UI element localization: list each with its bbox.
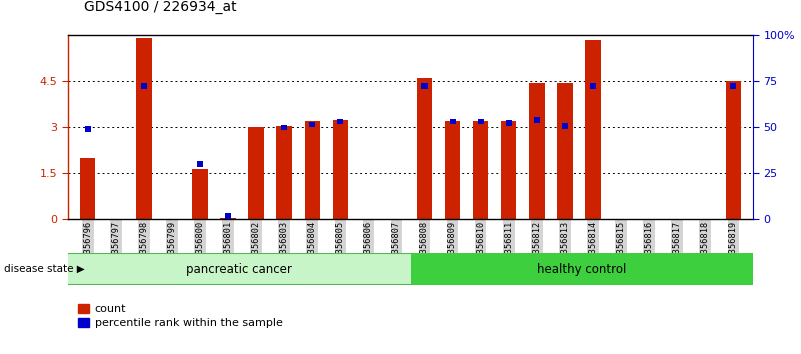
Bar bbox=[337, 119, 344, 124]
Bar bbox=[421, 83, 428, 89]
Bar bbox=[586, 40, 601, 219]
Bar bbox=[332, 120, 348, 219]
Bar bbox=[449, 119, 456, 124]
Bar bbox=[281, 125, 288, 130]
Bar bbox=[731, 83, 736, 89]
Bar bbox=[726, 81, 741, 219]
Bar bbox=[304, 121, 320, 219]
Bar bbox=[529, 83, 545, 219]
Text: healthy control: healthy control bbox=[537, 263, 626, 275]
Bar bbox=[80, 158, 95, 219]
Bar bbox=[562, 123, 568, 129]
Bar bbox=[505, 120, 512, 126]
Bar bbox=[220, 218, 235, 219]
Bar bbox=[477, 119, 484, 124]
Bar bbox=[225, 213, 231, 218]
Bar bbox=[533, 117, 540, 122]
Text: pancreatic cancer: pancreatic cancer bbox=[187, 263, 292, 275]
Bar bbox=[473, 121, 489, 219]
Bar bbox=[68, 253, 410, 285]
Text: disease state ▶: disease state ▶ bbox=[4, 264, 85, 274]
Bar bbox=[141, 83, 147, 89]
Bar bbox=[501, 121, 517, 219]
Bar bbox=[557, 83, 573, 219]
Bar bbox=[417, 78, 433, 219]
Bar bbox=[192, 169, 207, 219]
Legend: count, percentile rank within the sample: count, percentile rank within the sample bbox=[74, 299, 287, 332]
Bar bbox=[136, 39, 151, 219]
Bar bbox=[197, 161, 203, 167]
Bar bbox=[248, 127, 264, 219]
Text: GDS4100 / 226934_at: GDS4100 / 226934_at bbox=[84, 0, 237, 14]
Bar bbox=[309, 122, 316, 127]
Bar bbox=[590, 83, 596, 89]
Bar bbox=[85, 126, 91, 132]
Bar bbox=[445, 121, 461, 219]
Bar bbox=[410, 253, 753, 285]
Bar bbox=[276, 126, 292, 219]
